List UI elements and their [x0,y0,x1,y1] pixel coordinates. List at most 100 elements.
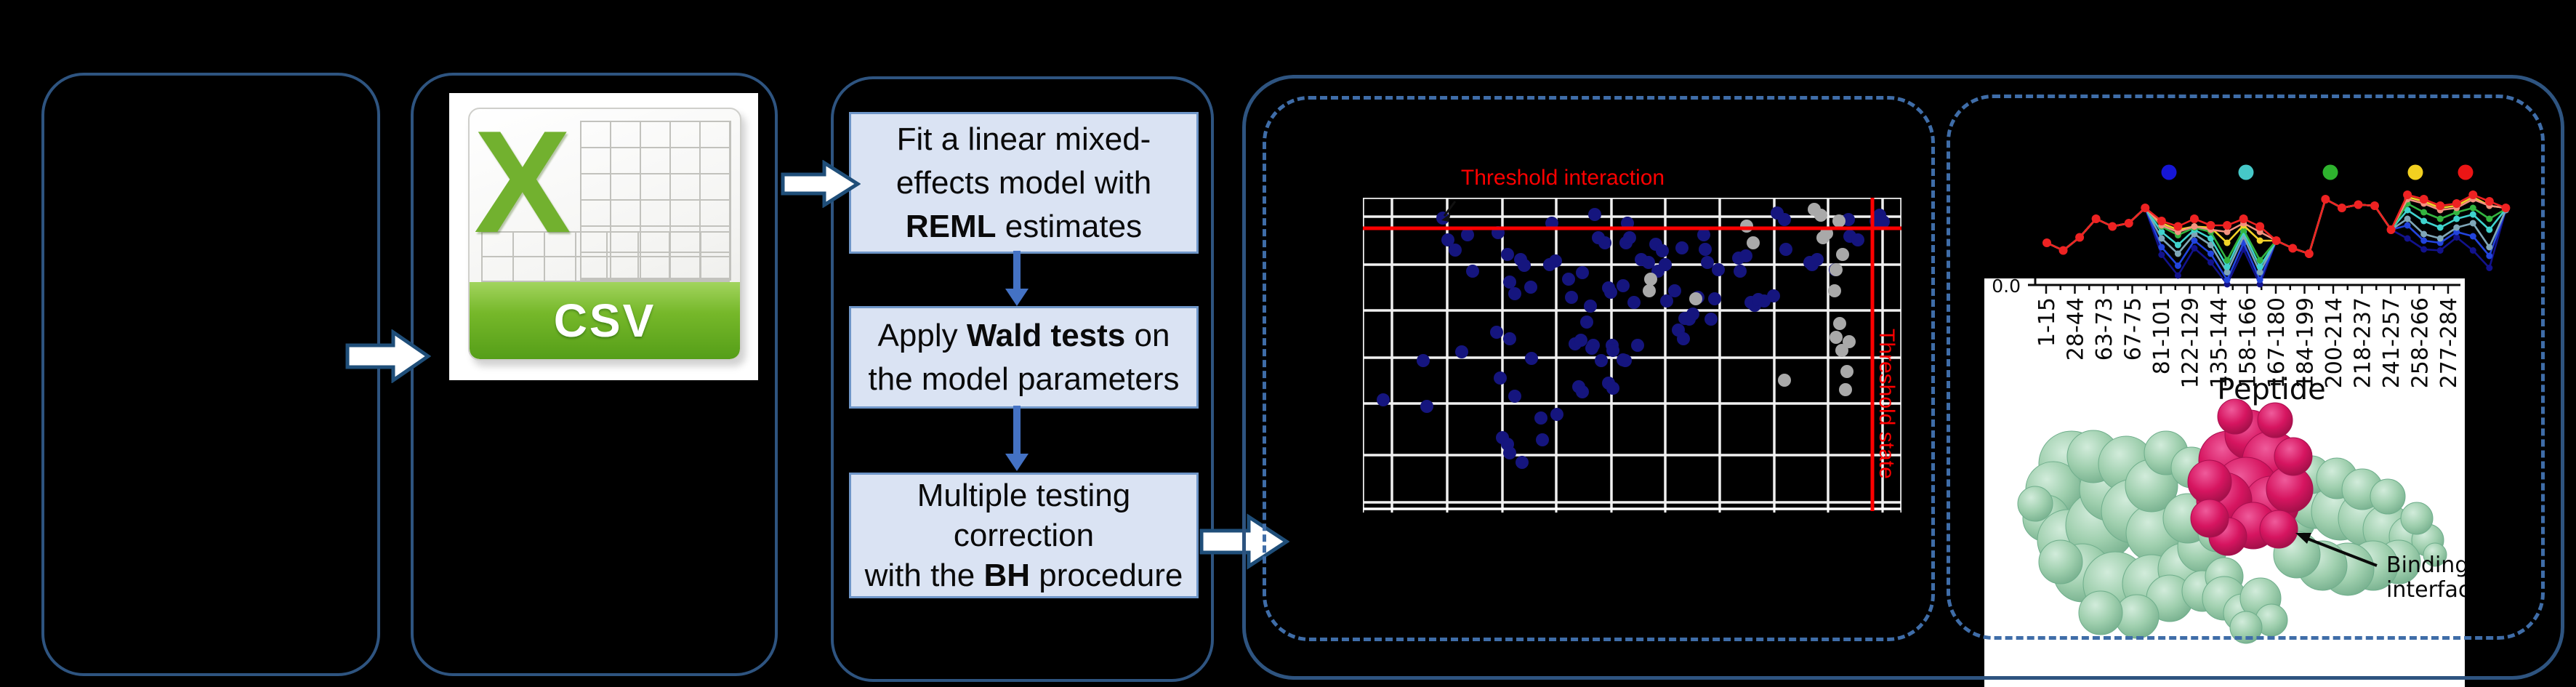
line-marker-t8 [2058,246,2068,255]
scatter-point-significant-interactions [1503,446,1516,459]
scatter-point-significant-interactions [1704,313,1718,326]
scatter-point-non-significant [1814,209,1827,222]
peptide-tick-label: 158-166 [2236,297,2261,388]
line-marker-t3 [2420,230,2428,238]
line-marker-t8 [2452,199,2461,208]
legend-dot-icon [2407,164,2423,180]
scatter-point-non-significant [1832,214,1846,228]
flowbox-reml-line1: Fit a linear mixed- [896,121,1151,157]
protein-underside [2202,576,2288,644]
y-axis-zero-tick-label: 0.0 [1992,278,2021,297]
scatter-point-significant-interactions [1508,287,1521,300]
line-marker-t8 [2091,214,2101,223]
line-marker-t3 [2223,269,2231,276]
line-marker-t3 [2469,220,2476,227]
scatter-point-non-significant [1828,284,1841,297]
scatter-point-non-significant [1843,335,1856,348]
scatter-point-significant-interactions [1503,276,1516,289]
scatter-point-significant-interactions [1580,316,1593,329]
line-marker-t8 [2173,222,2183,231]
line-marker-t1 [2404,235,2411,242]
scatter-point-significant-interactions [1708,292,1721,305]
peptide-tick-label: 167-180 [2264,297,2290,388]
line-marker-t3 [2404,215,2411,222]
line-marker-t8 [2189,214,2199,223]
line-marker-t4 [2256,263,2263,270]
line-marker-t8 [2223,221,2232,230]
line-marker-t2 [2223,276,2231,284]
peptide-tick-label: 122-129 [2178,297,2204,388]
line-marker-t8 [2386,225,2396,234]
excel-x-icon: X [474,108,571,263]
line-marker-t8 [2436,201,2445,210]
scatter-point-non-significant [1778,374,1791,387]
flowbox-bh-post: procedure [1030,558,1183,593]
scatter-point-significant-interactions [1604,286,1617,299]
scatter-point-significant-interactions [1595,354,1608,367]
line-marker-t5 [2436,215,2444,222]
scatter-point-significant-interactions [1660,294,1673,308]
line-marker-t8 [2468,190,2478,199]
line-marker-t2 [2158,244,2165,251]
line-marker-t8 [2206,221,2215,230]
line-marker-t5 [2486,215,2493,222]
scatter-point-significant-interactions [1584,300,1597,313]
scatter-point-significant-interactions [1668,284,1681,297]
line-marker-t1 [2191,245,2198,252]
scatter-point-significant-interactions [1631,339,1644,352]
scatter-point-significant-interactions [1734,265,1747,278]
line-marker-t4 [2174,241,2181,249]
legend-dot-icon [2458,164,2474,180]
line-marker-t2 [2256,276,2263,284]
scatter-point-significant-interactions [1778,213,1791,226]
line-marker-t5 [2420,209,2428,216]
line-marker-t8 [2370,201,2379,210]
scatter-point-significant-interactions [1536,433,1549,446]
scatter-point-non-significant [1644,273,1657,286]
arrow-step3-to-results-icon [1199,513,1289,570]
scatter-point-significant-interactions [1686,308,1699,321]
scatter-point-significant-interactions [1420,400,1433,413]
peptide-tick-label: 135-144 [2207,297,2232,388]
scatter-point-significant-interactions [1494,371,1507,385]
scatter-point-non-significant [1839,383,1852,396]
line-series-t3 [2046,198,2507,273]
binding-interface-arrowhead-icon [2295,533,2311,544]
peptide-tick-label: 28-44 [2064,297,2089,361]
panel-step2-csv [411,73,778,676]
line-marker-t3 [2174,250,2181,257]
scatter-point-significant-interactions [1598,236,1611,249]
scatter-point-significant-interactions [1606,344,1619,357]
scatter-point-significant-interactions [1619,354,1632,367]
scatter-point-significant-interactions [1576,385,1589,398]
scatter-point-significant-interactions [1642,256,1655,269]
scatter-annotation-arrow-icon [1443,201,1457,217]
line-marker-t1 [2486,265,2493,271]
line-marker-t2 [2207,250,2214,257]
scatter-point-significant-interactions [1574,334,1587,347]
scatter-point-significant-interactions [1851,233,1864,246]
scatter-point-significant-interactions [1501,248,1514,261]
scatter-point-significant-interactions [1524,281,1537,294]
scatter-point-significant-interactions [1699,243,1712,256]
scatter-point-non-significant [1835,344,1848,357]
connector-arrow-1-icon [1005,251,1029,306]
scatter-point-non-significant [1740,220,1753,233]
csv-banner: CSV [470,282,740,359]
line-marker-t1 [2436,247,2444,254]
scatter-point-non-significant [1836,248,1849,261]
scatter-point-significant-interactions [1606,382,1619,395]
line-marker-t1 [2207,259,2214,266]
scatter-point-significant-interactions [1675,241,1689,254]
line-marker-t3 [2256,269,2263,276]
line-marker-t3 [2486,244,2493,251]
line-marker-t4 [2404,206,2411,214]
scatter-point-significant-interactions [1623,231,1636,244]
line-marker-t3 [2436,235,2444,242]
line-marker-t8 [2255,222,2265,231]
scatter-point-non-significant [1830,263,1843,276]
arrow-step1-to-step2-icon [345,329,431,383]
line-marker-t5 [2469,204,2476,212]
line-marker-t4 [2158,228,2165,236]
line-marker-t4 [2420,217,2428,225]
